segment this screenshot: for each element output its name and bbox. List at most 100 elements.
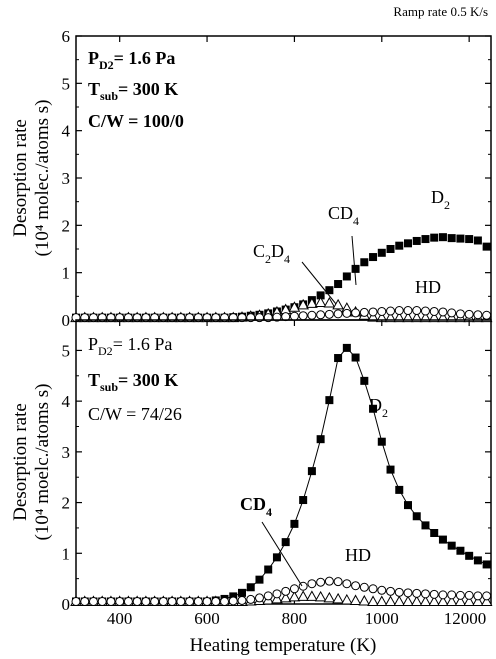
data-point-d2 (438, 535, 447, 544)
data-point-hd (438, 590, 448, 600)
bottom-ytick-label: 0 (62, 595, 71, 614)
svg-text:D2: D2 (431, 187, 450, 212)
top-ylabel-line2: (10⁴ molec./atoms s) (32, 99, 53, 256)
top-ytick-label: 0 (62, 311, 71, 330)
data-point-d2 (369, 253, 378, 262)
data-point-d2 (430, 529, 439, 537)
bottom-y-axis-title: Desorption rate (10⁴ moelc./atoms s) (10, 383, 53, 540)
data-point-hd (324, 576, 334, 586)
bottom-ytick-label: 5 (62, 341, 71, 360)
ramp-rate-note: Ramp rate 0.5 K/s (393, 4, 488, 19)
data-point-d2 (377, 437, 386, 446)
data-point-hd (167, 596, 177, 606)
svg-text:PD2= 1.6 Pa: PD2= 1.6 Pa (88, 48, 175, 72)
bottom-tsub-sub: sub (100, 380, 118, 394)
bottom-cd4-sub: 4 (266, 505, 272, 519)
data-point-hd (351, 581, 361, 591)
data-point-cd4 (384, 595, 397, 606)
data-point-d2 (351, 353, 360, 362)
data-point-hd (394, 587, 404, 597)
svg-text:CD4: CD4 (240, 494, 272, 519)
data-point-cd4 (428, 595, 441, 606)
top-d2-label: D (431, 187, 444, 207)
data-point-cd4 (288, 301, 301, 312)
data-point-hd (176, 596, 186, 606)
data-point-hd (429, 589, 439, 599)
data-point-hd (272, 589, 282, 599)
svg-text:C2D4: C2D4 (253, 241, 290, 266)
top-hd-label: HD (415, 277, 441, 297)
data-point-cd4 (332, 298, 344, 310)
top-tsub-main: T (88, 79, 100, 99)
data-point-d2 (316, 291, 325, 300)
xtick-label: 600 (194, 609, 220, 628)
data-point-cd4 (358, 594, 371, 606)
data-point-hd (333, 309, 343, 319)
data-point-cd4 (402, 595, 414, 606)
bottom-pd2-main: P (88, 334, 98, 354)
data-point-hd (193, 596, 203, 606)
data-point-d2 (421, 521, 430, 530)
data-point-cd4 (454, 595, 467, 606)
data-point-d2 (386, 245, 395, 253)
data-point-hd (316, 310, 326, 320)
bottom-pd2-sub: D2 (98, 344, 113, 358)
data-point-d2 (334, 354, 343, 363)
data-point-cd4 (314, 296, 327, 307)
data-point-d2 (447, 541, 456, 550)
data-point-d2 (299, 496, 308, 505)
top-tsub-sub: sub (100, 89, 118, 103)
top-cd4-sub: 4 (353, 214, 359, 228)
top-conditions: PD2= 1.6 Pa Tsub= 300 K C/W = 100/0 (88, 48, 184, 131)
bottom-d2-label: D (369, 395, 382, 415)
data-point-hd (455, 309, 465, 319)
data-point-hd (97, 596, 107, 606)
data-point-hd (307, 310, 317, 320)
bottom-pd2-rest: = 1.6 Pa (113, 334, 173, 354)
data-point-hd (211, 596, 221, 606)
data-point-hd (377, 306, 387, 316)
data-point-hd (386, 586, 396, 596)
data-point-hd (473, 310, 483, 320)
data-point-d2 (334, 280, 343, 289)
data-point-d2 (369, 404, 378, 413)
data-point-d2 (325, 286, 334, 295)
bottom-plot-frame (75, 319, 492, 605)
data-point-hd (254, 593, 264, 603)
bottom-ytick-label: 2 (62, 494, 71, 513)
data-point-d2 (473, 236, 482, 245)
data-point-cd4 (445, 595, 458, 606)
data-point-hd (324, 309, 334, 319)
data-point-hd (473, 591, 483, 601)
data-point-hd (88, 596, 98, 606)
data-point-d2 (342, 272, 351, 281)
xtick-label: 12000 (444, 609, 487, 628)
top-c2d4-c: C (253, 241, 265, 261)
bottom-ytick-label: 3 (62, 443, 71, 462)
data-point-d2 (456, 546, 465, 555)
xtick-label: 400 (107, 609, 133, 628)
data-point-hd (420, 306, 430, 316)
data-point-hd (316, 577, 326, 587)
bottom-ylabel-line2: (10⁴ moelc./atoms s) (32, 383, 53, 540)
top-c2d4-pointer (301, 261, 337, 305)
top-label-pointers (301, 235, 357, 305)
data-point-hd (185, 596, 195, 606)
top-series-hd (71, 306, 492, 323)
bottom-series-hd (71, 576, 492, 606)
top-c2d4-d: D (271, 241, 284, 261)
data-point-d2 (438, 233, 447, 242)
data-point-d2 (238, 588, 246, 597)
data-point-d2 (351, 264, 360, 273)
top-series-labels: D2 CD4 C2D4 HD (253, 187, 450, 297)
data-point-d2 (272, 553, 281, 562)
data-point-d2 (377, 248, 386, 257)
data-point-hd (80, 596, 90, 606)
top-ytick-label: 4 (62, 122, 71, 141)
data-point-hd (333, 577, 343, 587)
data-point-cd4 (367, 595, 379, 606)
bottom-tsub-main: T (88, 370, 100, 390)
data-point-d2 (325, 396, 334, 405)
bottom-cd4-pointer (261, 521, 303, 587)
bottom-ytick-label: 1 (62, 544, 71, 563)
